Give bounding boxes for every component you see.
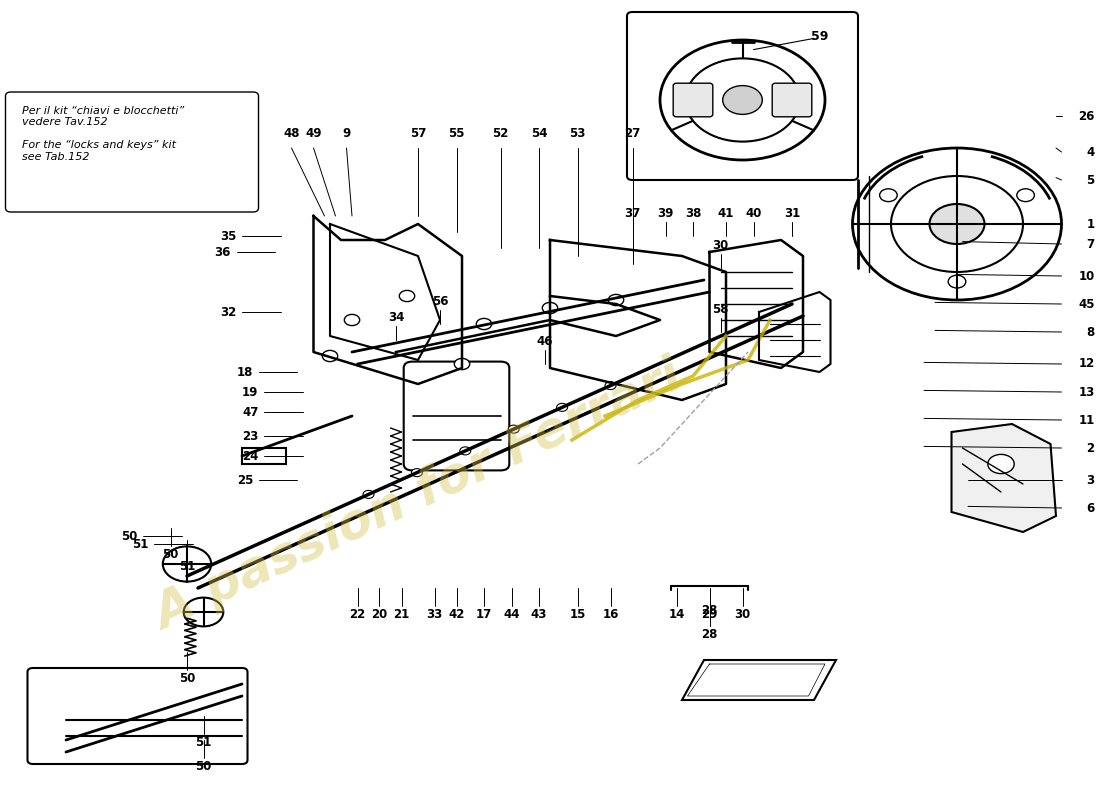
Text: 37: 37 <box>625 207 640 220</box>
Text: 20: 20 <box>372 608 387 621</box>
Text: 8: 8 <box>1087 326 1094 338</box>
Text: 30: 30 <box>713 239 728 252</box>
Text: A passion for Ferrari: A passion for Ferrari <box>146 353 690 639</box>
Text: 39: 39 <box>658 207 673 220</box>
Circle shape <box>344 314 360 326</box>
Text: 49: 49 <box>306 127 321 140</box>
Text: 18: 18 <box>236 366 253 378</box>
Text: 27: 27 <box>625 127 640 140</box>
Text: 56: 56 <box>431 295 449 308</box>
Text: 10: 10 <box>1078 270 1094 282</box>
Circle shape <box>322 350 338 362</box>
FancyBboxPatch shape <box>772 83 812 117</box>
Circle shape <box>608 294 624 306</box>
Text: 21: 21 <box>394 608 409 621</box>
Text: 58: 58 <box>713 303 728 316</box>
Text: 55: 55 <box>449 127 464 140</box>
FancyBboxPatch shape <box>6 92 258 212</box>
Text: 28: 28 <box>702 628 717 641</box>
Text: 51: 51 <box>132 538 148 550</box>
Circle shape <box>399 290 415 302</box>
Polygon shape <box>682 660 836 700</box>
Text: 32: 32 <box>220 306 236 318</box>
Circle shape <box>557 403 568 411</box>
Text: 50: 50 <box>196 760 211 773</box>
Polygon shape <box>952 424 1056 532</box>
Text: 41: 41 <box>718 207 734 220</box>
Text: 31: 31 <box>784 207 800 220</box>
Circle shape <box>723 86 762 114</box>
FancyBboxPatch shape <box>242 448 286 464</box>
Text: 35: 35 <box>220 230 236 242</box>
Text: 6: 6 <box>1087 502 1094 514</box>
Text: 38: 38 <box>685 207 701 220</box>
FancyBboxPatch shape <box>673 83 713 117</box>
Circle shape <box>460 447 471 455</box>
Circle shape <box>411 469 422 477</box>
Text: 42: 42 <box>449 608 464 621</box>
Text: Per il kit “chiavi e blocchetti”
vedere Tav.152

For the “locks and keys” kit
se: Per il kit “chiavi e blocchetti” vedere … <box>22 106 185 162</box>
Text: 3: 3 <box>1087 474 1094 486</box>
Text: 16: 16 <box>603 608 618 621</box>
Text: 34: 34 <box>388 311 404 324</box>
Text: 5: 5 <box>1087 174 1094 186</box>
Circle shape <box>988 454 1014 474</box>
Text: 4: 4 <box>1087 146 1094 158</box>
Text: 54: 54 <box>530 127 548 140</box>
Text: 19: 19 <box>242 386 258 398</box>
Text: 50: 50 <box>121 530 138 542</box>
Circle shape <box>542 302 558 314</box>
Text: 33: 33 <box>427 608 442 621</box>
Text: 23: 23 <box>242 430 258 442</box>
Text: 12: 12 <box>1078 358 1094 370</box>
FancyBboxPatch shape <box>28 668 248 764</box>
Text: 1: 1 <box>1087 218 1094 230</box>
FancyBboxPatch shape <box>627 12 858 180</box>
Text: 40: 40 <box>746 207 761 220</box>
Text: 25: 25 <box>236 474 253 486</box>
Text: 7: 7 <box>1087 238 1094 250</box>
Text: 30: 30 <box>735 608 750 621</box>
Circle shape <box>948 275 966 288</box>
Text: 44: 44 <box>504 608 519 621</box>
Text: 13: 13 <box>1078 386 1094 398</box>
Text: 47: 47 <box>242 406 258 418</box>
Text: 50: 50 <box>179 672 195 685</box>
Circle shape <box>880 189 898 202</box>
Text: 28: 28 <box>702 604 717 617</box>
Text: 43: 43 <box>531 608 547 621</box>
Circle shape <box>454 358 470 370</box>
Text: 48: 48 <box>284 127 299 140</box>
Text: 46: 46 <box>537 335 552 348</box>
Text: 50: 50 <box>163 548 178 561</box>
Text: 36: 36 <box>214 246 231 258</box>
Text: 51: 51 <box>179 560 195 573</box>
Text: 9: 9 <box>342 127 351 140</box>
Text: 17: 17 <box>476 608 492 621</box>
Text: 14: 14 <box>669 608 684 621</box>
Text: 15: 15 <box>570 608 585 621</box>
FancyBboxPatch shape <box>404 362 509 470</box>
Circle shape <box>605 382 616 390</box>
Text: 45: 45 <box>1078 298 1094 310</box>
Circle shape <box>1016 189 1034 202</box>
Circle shape <box>930 204 984 244</box>
Text: 59: 59 <box>811 30 828 42</box>
Text: 53: 53 <box>570 127 585 140</box>
Text: 22: 22 <box>350 608 365 621</box>
Text: 52: 52 <box>493 127 508 140</box>
Text: 11: 11 <box>1078 414 1094 426</box>
Circle shape <box>508 425 519 433</box>
Circle shape <box>476 318 492 330</box>
Text: 2: 2 <box>1087 442 1094 454</box>
Text: 57: 57 <box>410 127 426 140</box>
Text: 29: 29 <box>702 608 717 621</box>
Circle shape <box>363 490 374 498</box>
Text: 51: 51 <box>196 736 211 749</box>
Text: 24: 24 <box>242 450 258 462</box>
Text: 26: 26 <box>1078 110 1094 122</box>
